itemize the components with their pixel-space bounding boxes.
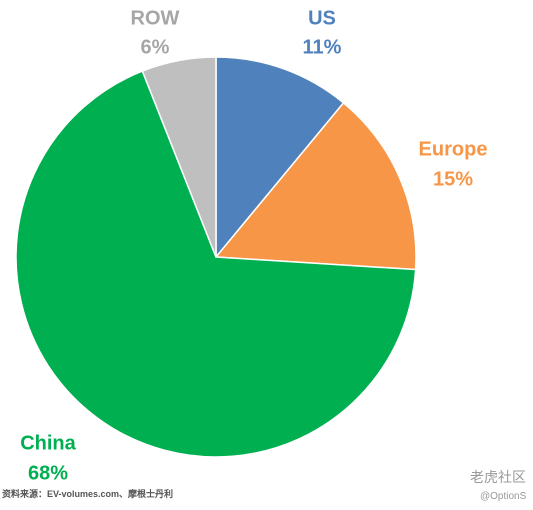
- slice-label: ROW: [131, 7, 180, 29]
- slice-label: Europe: [419, 138, 488, 160]
- pie-slice: [141, 56, 217, 258]
- pie-slice: [214, 101, 417, 271]
- value-label: 6%: [141, 36, 170, 58]
- slice-label: China: [20, 432, 76, 454]
- watermark: 老虎社区: [470, 469, 526, 485]
- pie-slice: [15, 70, 417, 458]
- pie: [15, 56, 417, 458]
- value-label: 11%: [303, 36, 342, 58]
- source-note: 资料来源：EV-volumes.com、摩根士丹利: [2, 488, 173, 499]
- pie-slice: [215, 56, 345, 260]
- value-label: 15%: [433, 168, 473, 190]
- watermark: @OptionS: [480, 491, 527, 502]
- slice-label: US: [308, 7, 336, 29]
- value-label: 68%: [28, 462, 68, 484]
